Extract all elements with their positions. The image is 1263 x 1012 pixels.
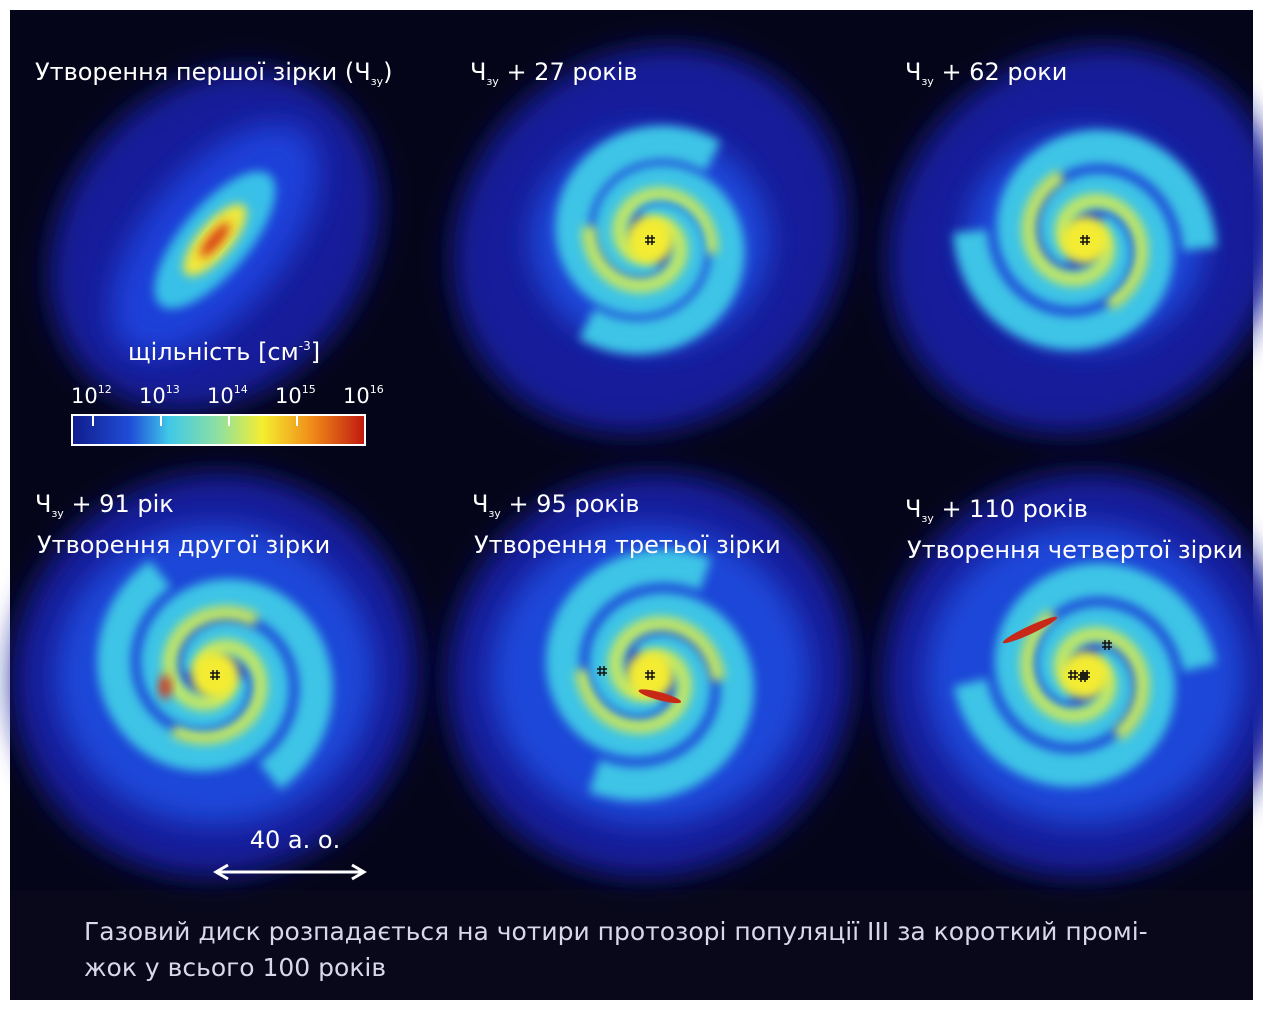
title-subscript: зу	[488, 507, 501, 520]
title-text: Ч	[905, 495, 921, 523]
title-text: + 91 рік	[64, 490, 174, 518]
panel-subtitle: Утворення третьої зірки	[474, 531, 781, 559]
core	[626, 216, 674, 264]
tick-exp: 16	[370, 383, 384, 396]
title-text: Ч	[905, 58, 921, 86]
title-text: Ч	[470, 58, 486, 86]
colorbar	[72, 415, 365, 445]
title-subscript: зу	[51, 507, 64, 520]
panel-title: Утворення першої зірки (Чзу)	[35, 58, 392, 88]
tick-exp: 15	[302, 383, 316, 396]
core	[1061, 216, 1109, 264]
title-subscript: зу	[921, 75, 934, 88]
panels	[0, 0, 1263, 960]
tick-exp: 14	[234, 383, 248, 396]
title-text: + 110 років	[934, 495, 1088, 523]
tick-base: 10	[207, 384, 234, 408]
colorbar-title-exp: -3	[299, 339, 311, 353]
panel-subtitle: Утворення другої зірки	[37, 531, 330, 559]
tick-base: 10	[139, 384, 166, 408]
caption-line: Газовий диск розпадається на чотири прот…	[84, 917, 1148, 946]
clump	[159, 675, 171, 699]
colorbar-title: щільність [см-3]	[128, 338, 320, 366]
tick-exp: 12	[98, 383, 112, 396]
title-text: + 27 років	[499, 58, 638, 86]
colorbar-title-text: ]	[311, 338, 320, 366]
figure: Утворення першої зірки (Чзу)Чзу + 27 рок…	[0, 0, 1263, 1012]
caption-line: жок у всього 100 років	[84, 953, 386, 982]
title-text: + 62 роки	[934, 58, 1068, 86]
title-text: Ч	[35, 490, 51, 518]
title-text: Ч	[472, 490, 488, 518]
colorbar-title-text: щільність [см	[128, 338, 299, 366]
tick-exp: 13	[166, 383, 180, 396]
tick-base: 10	[71, 384, 98, 408]
title-text: )	[383, 58, 392, 86]
title-subscript: зу	[486, 75, 499, 88]
title-text: + 95 років	[501, 490, 640, 518]
title-subscript: зу	[921, 512, 934, 525]
panel-subtitle: Утворення четвертої зірки	[907, 536, 1243, 564]
scale-bar-label: 40 а. о.	[250, 826, 340, 854]
tick-base: 10	[343, 384, 370, 408]
title-text: Утворення першої зірки (Ч	[35, 58, 371, 86]
core	[191, 651, 239, 699]
tick-base: 10	[275, 384, 302, 408]
title-subscript: зу	[371, 75, 384, 88]
